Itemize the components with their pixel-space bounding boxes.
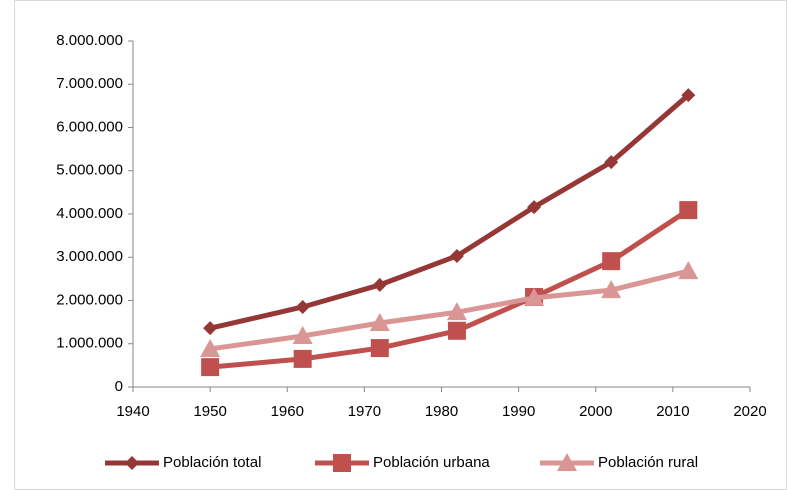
marker-diamond [295, 299, 310, 314]
y-tick-label: 8.000.000 [56, 32, 123, 49]
legend-label: Población total [163, 454, 261, 471]
x-tick-label: 2020 [733, 403, 766, 420]
marker-square [447, 321, 466, 340]
x-tick-label: 1940 [116, 403, 149, 420]
marker-triangle [524, 287, 545, 306]
y-tick-label: 2.000.000 [56, 291, 123, 308]
marker-square [293, 349, 312, 368]
x-tick-label: 1950 [193, 403, 226, 420]
x-tick-label: 1970 [348, 403, 381, 420]
marker-triangle [200, 338, 221, 357]
x-tick-label: 2000 [579, 403, 612, 420]
y-tick-label: 7.000.000 [56, 75, 123, 92]
y-tick-label: 6.000.000 [56, 118, 123, 135]
marker-triangle [292, 325, 313, 344]
marker-triangle [446, 302, 467, 321]
marker-diamond [604, 155, 619, 170]
x-tick-label: 1960 [271, 403, 304, 420]
y-tick-label: 5.000.000 [56, 162, 123, 179]
marker-diamond [372, 277, 387, 292]
x-tick-label: 1990 [502, 403, 535, 420]
marker-diamond [681, 88, 696, 103]
y-tick-label: 0 [115, 378, 123, 395]
marker-square [370, 339, 389, 358]
marker-diamond [527, 200, 542, 215]
legend-marker [125, 456, 139, 470]
marker-diamond [449, 248, 464, 263]
marker-triangle [601, 280, 622, 299]
legend-label: Población rural [598, 454, 698, 471]
marker-square [602, 252, 621, 271]
legend-marker [333, 454, 351, 472]
legend-marker [557, 453, 577, 471]
legend-label: Población urbana [373, 454, 490, 471]
marker-square [201, 358, 220, 377]
x-tick-label: 2010 [656, 403, 689, 420]
marker-triangle [369, 312, 390, 331]
y-tick-label: 3.000.000 [56, 248, 123, 265]
y-tick-label: 1.000.000 [56, 335, 123, 352]
y-tick-label: 4.000.000 [56, 205, 123, 222]
marker-triangle [678, 261, 699, 280]
marker-diamond [203, 321, 218, 336]
marker-square [679, 201, 698, 220]
x-tick-label: 1980 [425, 403, 458, 420]
